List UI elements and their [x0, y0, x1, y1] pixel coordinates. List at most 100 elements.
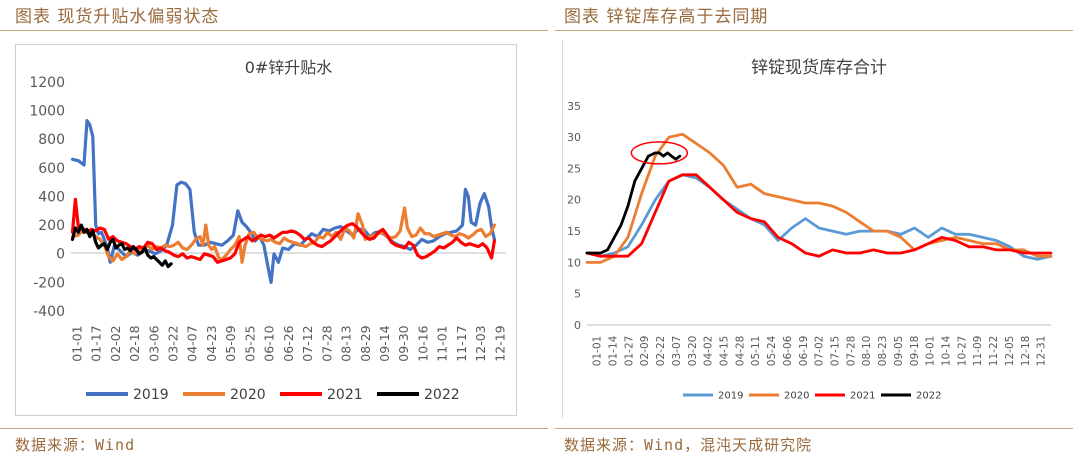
- x-tick-label: 07-12: [300, 325, 315, 361]
- x-tick-label: 09-30: [396, 325, 411, 361]
- legend-label-2021: 2021: [850, 391, 875, 402]
- x-tick-label: 02-02: [108, 325, 123, 361]
- x-tick-label: 09-14: [377, 325, 392, 361]
- right-section-heading: 图表 锌锭库存高于去同期: [564, 7, 769, 27]
- x-tick-label: 02-18: [127, 325, 142, 361]
- y-tick-label: 400: [38, 189, 65, 205]
- x-tick-label: 11-22: [988, 336, 1000, 367]
- y-tick-label: 5: [574, 288, 581, 301]
- x-tick-label: 10-27: [956, 336, 968, 367]
- series-line-2020: [70, 206, 496, 264]
- x-tick-label: 05-09: [223, 325, 238, 361]
- footer-rule-left: [0, 428, 548, 429]
- x-tick-label: 06-06: [782, 335, 794, 366]
- x-tick-label: 06-19: [798, 336, 810, 367]
- x-tick-label: 07-28: [319, 325, 334, 361]
- series-line-2022: [70, 223, 173, 269]
- x-tick-label: 01-27: [623, 336, 635, 367]
- y-tick-label: 20: [567, 194, 581, 207]
- y-tick-label: 25: [567, 162, 581, 175]
- footer-rule-right: [555, 428, 1073, 429]
- x-tick-label: 11-01: [435, 325, 450, 361]
- y-tick-label: 600: [38, 161, 65, 177]
- x-tick-label: 12-03: [473, 325, 488, 361]
- x-tick-label: 04-28: [734, 336, 746, 367]
- premium-chart: 0#锌升贴水 -400 -200 0 200 400 600 800 1000 1200 01-01…: [29, 58, 507, 403]
- legend-label-2020: 2020: [230, 387, 266, 403]
- series-line-2021: [585, 173, 1053, 258]
- premium-chart-panel: 0#锌升贴水 -400 -200 0 200 400 600 800 1000 1200 01-01…: [15, 44, 517, 416]
- x-tick-label: 09-05: [893, 336, 905, 367]
- x-tick-label: 11-17: [454, 325, 469, 361]
- x-tick-label: 05-24: [766, 335, 778, 366]
- legend-label-2022: 2022: [916, 391, 941, 402]
- x-tick-label: 07-28: [845, 336, 857, 367]
- x-tick-label: 11-09: [972, 336, 984, 367]
- legend-label-2021: 2021: [327, 387, 363, 403]
- x-tick-label: 01-01: [69, 325, 84, 361]
- x-tick-label: 07-02: [814, 336, 826, 367]
- x-tick-label: 10-16: [415, 325, 430, 361]
- x-tick-label: 09-18: [909, 336, 921, 367]
- x-tick-label: 10-14: [941, 335, 953, 366]
- x-tick-label: 08-13: [339, 325, 354, 361]
- series-line-2020: [585, 132, 1053, 264]
- y-tick-label: 30: [567, 131, 581, 144]
- x-tick-label: 04-02: [703, 336, 715, 367]
- x-tick-label: 01-01: [592, 336, 604, 367]
- x-tick-label: 12-05: [1004, 336, 1016, 367]
- x-tick-label: 02-22: [655, 336, 667, 367]
- x-tick-label: 08-23: [877, 336, 889, 367]
- x-tick-label: 12-31: [1036, 336, 1048, 367]
- header-rule-left: [0, 30, 548, 31]
- y-tick-label: 15: [567, 225, 581, 238]
- left-source-note: 数据来源：Wind: [15, 436, 136, 454]
- legend-label-2019: 2019: [133, 387, 169, 403]
- y-tick-label: 800: [38, 132, 65, 148]
- series-line-2019: [585, 173, 1053, 261]
- header-rule-right: [555, 30, 1073, 31]
- right-source-note: 数据来源：Wind，混沌天成研究院: [564, 436, 813, 454]
- y-tick-label: -400: [33, 304, 65, 320]
- x-tick-label: 01-14: [608, 335, 620, 366]
- y-tick-label: 200: [38, 218, 65, 234]
- x-tick-label: 03-07: [671, 336, 683, 367]
- x-tick-label: 08-29: [358, 325, 373, 361]
- x-tick-label: 08-10: [861, 336, 873, 367]
- x-tick-label: 05-25: [242, 325, 257, 361]
- legend-label-2020: 2020: [784, 391, 809, 402]
- left-section-heading: 图表 现货升贴水偏弱状态: [15, 7, 220, 27]
- inventory-chart: 锌锭现货库存合计 0 5 10 15 20 25 30 35 01-01 01-14 01-27 02-…: [567, 58, 1053, 402]
- x-tick-label: 04-07: [185, 325, 200, 361]
- series-line-2022: [585, 151, 682, 255]
- y-tick-label: 0: [574, 319, 581, 332]
- chart-title: 0#锌升贴水: [245, 58, 333, 77]
- legend-label-2022: 2022: [424, 387, 460, 403]
- x-tick-label: 03-22: [166, 325, 181, 361]
- x-tick-label: 06-10: [262, 325, 277, 361]
- x-tick-label: 04-15: [719, 336, 731, 367]
- peak-highlight-ellipse: [630, 141, 689, 165]
- y-tick-label: 10: [567, 256, 581, 269]
- series-line-2019: [70, 118, 496, 284]
- x-tick-label: 01-17: [89, 325, 104, 361]
- x-tick-label: 12-18: [1020, 336, 1032, 367]
- x-tick-label: 10-01: [925, 336, 937, 367]
- y-tick-label: 1200: [29, 75, 65, 91]
- series-line-2021: [70, 197, 496, 264]
- x-tick-label: 03-20: [687, 336, 699, 367]
- x-tick-label: 12-19: [492, 325, 507, 361]
- y-tick-label: 0: [56, 247, 65, 263]
- y-tick-label: 35: [567, 100, 581, 113]
- x-tick-label: 05-11: [750, 336, 762, 367]
- chart-title: 锌锭现货库存合计: [751, 58, 887, 78]
- inventory-chart-panel: 锌锭现货库存合计 0 5 10 15 20 25 30 35 01-01 01-14 01-27 02-…: [562, 40, 1058, 418]
- x-tick-label: 04-23: [204, 325, 219, 361]
- y-tick-label: -200: [33, 275, 65, 291]
- y-tick-label: 1000: [29, 104, 65, 120]
- legend-label-2019: 2019: [718, 391, 743, 402]
- x-tick-label: 02-09: [639, 336, 651, 367]
- x-tick-label: 07-15: [830, 336, 842, 367]
- x-tick-label: 03-06: [146, 325, 161, 361]
- x-tick-label: 06-26: [281, 325, 296, 361]
